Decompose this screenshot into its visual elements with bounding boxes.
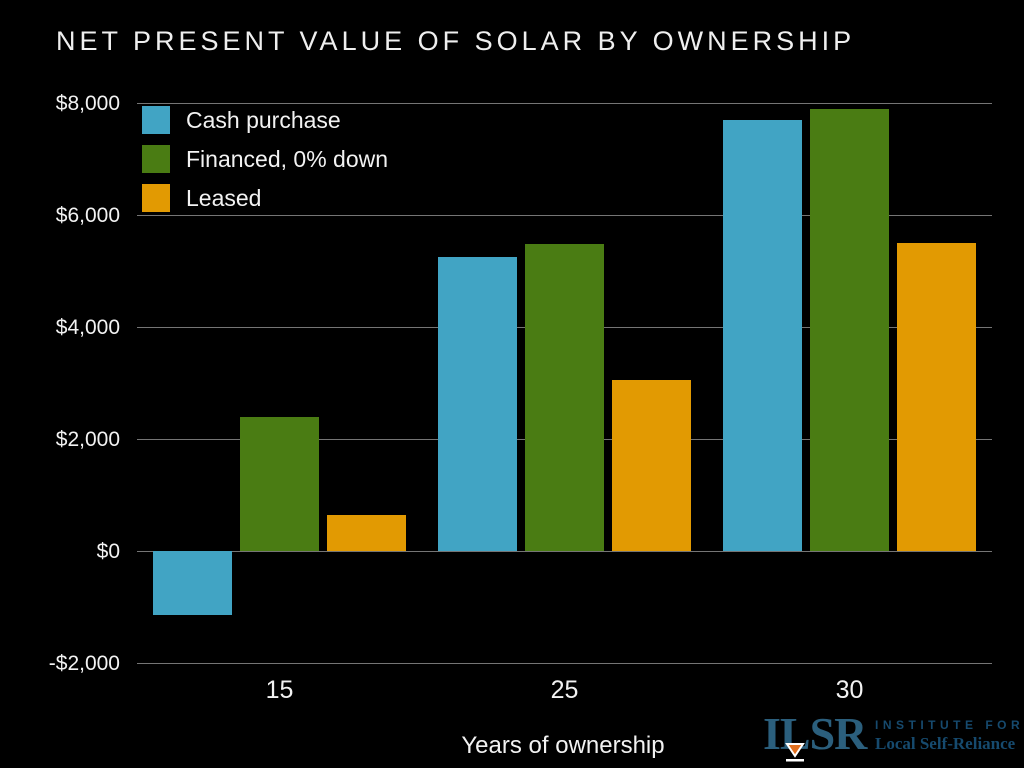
chart-title: NET PRESENT VALUE OF SOLAR BY OWNERSHIP bbox=[56, 26, 856, 56]
legend-item-cash-purchase: Cash purchase bbox=[142, 106, 388, 134]
legend-label-cash-purchase: Cash purchase bbox=[186, 106, 341, 133]
legend-swatch-leased bbox=[142, 184, 170, 212]
legend-swatch-cash-purchase bbox=[142, 106, 170, 134]
legend-label-leased: Leased bbox=[186, 184, 262, 211]
ilsr-logo: ILSR INSTITUTE FOR Local Self-Reliance bbox=[763, 710, 1024, 766]
y-axis-label-8000: $8,000 bbox=[55, 92, 120, 115]
x-tick-25: 25 bbox=[550, 676, 579, 704]
ilsr-logo-text: INSTITUTE FOR Local Self-Reliance bbox=[875, 718, 1024, 754]
gridline-0 bbox=[137, 551, 992, 552]
hourglass-icon bbox=[785, 743, 805, 762]
x-axis-label: Years of ownership bbox=[461, 732, 665, 759]
x-tick-30: 30 bbox=[835, 676, 864, 704]
ilsr-logo-local-self-reliance: Local Self-Reliance bbox=[875, 734, 1016, 753]
ilsr-logo-institute-for: INSTITUTE FOR bbox=[875, 718, 1024, 732]
legend-item-leased: Leased bbox=[142, 184, 388, 212]
y-axis-label--2000: -$2,000 bbox=[48, 652, 120, 675]
legend-item-financed: Financed, 0% down bbox=[142, 145, 388, 173]
legend-label-financed: Financed, 0% down bbox=[186, 145, 389, 172]
y-axis-label-6000: $6,000 bbox=[55, 204, 120, 227]
bar-financed-0-down-15 bbox=[240, 416, 319, 551]
bar-cash-purchase-25 bbox=[438, 257, 517, 551]
legend: Cash purchase Financed, 0% down Leased bbox=[142, 106, 388, 223]
bar-leased-15 bbox=[327, 515, 406, 551]
y-axis-label-2000: $2,000 bbox=[55, 428, 120, 451]
gridline-6000 bbox=[137, 215, 992, 216]
gridline-8000 bbox=[137, 103, 992, 104]
ilsr-logo-acronym: ILSR bbox=[763, 708, 867, 759]
bar-financed-0-down-25 bbox=[525, 244, 604, 551]
x-tick-15: 15 bbox=[265, 676, 294, 704]
gridline--2000 bbox=[137, 663, 992, 664]
bar-cash-purchase-15 bbox=[153, 551, 232, 616]
bar-leased-30 bbox=[897, 243, 976, 551]
bar-leased-25 bbox=[612, 380, 691, 551]
bar-financed-0-down-30 bbox=[810, 108, 889, 551]
bar-cash-purchase-30 bbox=[723, 119, 802, 551]
y-axis-label-4000: $4,000 bbox=[55, 316, 120, 339]
y-axis-label-0: $0 bbox=[96, 540, 120, 563]
legend-swatch-financed bbox=[142, 145, 170, 173]
